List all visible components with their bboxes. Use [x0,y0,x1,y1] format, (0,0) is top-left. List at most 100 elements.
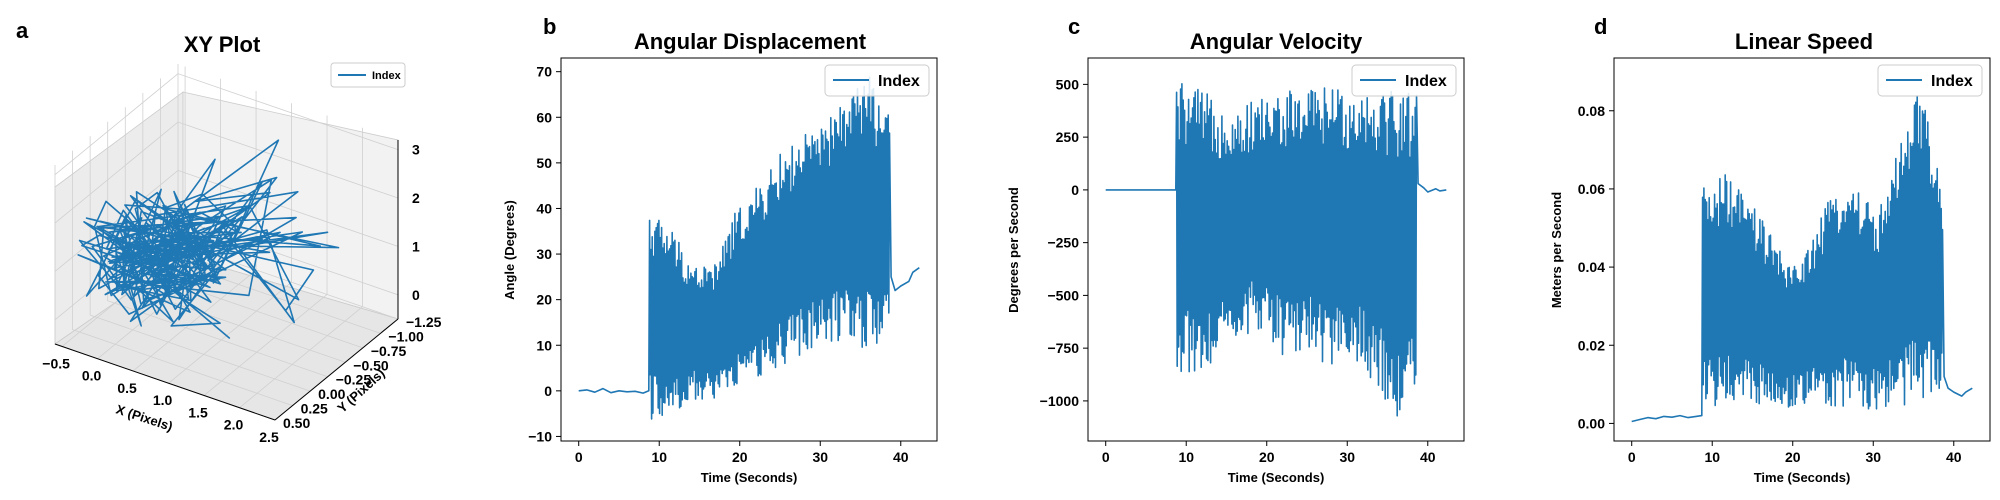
plot-area-d: 0 10 20 30 40 0.00 0.02 0.04 0.06 0.08 [1578,94,1973,465]
x-tick-label-a-3: 1.0 [153,392,173,408]
z-tick-label-a-1: 2 [412,190,420,206]
grid-y-2 [89,136,311,392]
series-line-a-path [77,139,340,339]
legend-d: Index [1877,64,1983,97]
series-line-c-index [1105,83,1447,417]
x-tick-label-c-2: 20 [1259,449,1275,465]
z-tick-label-a-0: 3 [412,142,420,158]
x-tick-label-a-1: 0.0 [82,368,102,384]
plot-area-b: 0 10 20 30 40 −10 0 10 20 30 40 50 60 70 [528,64,920,465]
series-line-a-index [77,139,340,339]
y-tick-label-b-5: 40 [536,200,552,216]
grid-y-1 [72,150,293,406]
x-tick-label-a-2: 0.5 [117,380,137,396]
x-tick-label-b-4: 40 [893,449,909,465]
x-tick-label-d-3: 30 [1865,449,1881,465]
y-tick-label-d-4: 0.08 [1578,103,1605,119]
y-axis-line-a [274,318,399,421]
x-axis-label-d: Time (Seconds) [1754,470,1851,485]
y-tick-label-b-4: 30 [536,246,552,262]
y-axis-label-c: Degrees per Second [1006,187,1021,313]
legend-box-b [824,64,930,97]
x-tick-label-a-6: 2.5 [259,429,279,445]
y-tick-label-d-2: 0.04 [1578,259,1605,275]
y-tick-label-c-6: 500 [1056,76,1080,92]
legend-c: Index [1351,64,1457,97]
x-tick-label-b-2: 20 [732,449,748,465]
y-tick-label-b-3: 20 [536,292,552,308]
plot-area-c: 0 10 20 30 40 −1000 −750 −500 −250 0 250 500 [1040,76,1447,465]
grid-z-0 [54,73,399,175]
x-tick-label-b-0: 0 [575,449,583,465]
y-tick-label-b-0: −10 [528,428,552,444]
x-axis-line-a [54,343,276,421]
y-tick-label-c-1: −750 [1047,340,1079,356]
legend-b: Index [824,64,930,97]
legend-label-d: Index [1931,73,1973,90]
y-tick-label-c-4: 0 [1071,182,1079,198]
x-tick-label-d-4: 40 [1946,449,1962,465]
y-tick-label-b-2: 10 [536,337,552,353]
x-axis-label-b: Time (Seconds) [701,470,798,485]
legend-box-a [330,62,406,88]
y-tick-label-a-1: 0.25 [301,401,328,417]
chart-title-d: Linear Speed [1735,29,1873,54]
z-tick-label-a-2: 1 [412,238,420,254]
panel-b: b Angular Displacement 0 10 20 30 40 −10 0 10 20… [502,14,938,485]
z-tick-label-a-3: 0 [412,287,420,303]
y-tick-label-a-7: −1.25 [406,314,442,330]
y-tick-label-b-7: 60 [536,109,552,125]
y-tick-label-b-8: 70 [536,64,552,80]
legend-a: Index [330,62,406,88]
x-tick-label-a-4: 1.5 [188,404,208,420]
x-axis-label-c: Time (Seconds) [1228,470,1325,485]
x-tick-label-c-0: 0 [1102,449,1110,465]
legend-label-b: Index [878,73,920,90]
grid-y-3 [107,121,328,378]
axes-frame-b [560,57,938,442]
panel-letter-a: a [16,18,29,43]
ticks-3d: −0.50.00.51.01.52.02.50.500.250.00−0.25−… [42,142,441,445]
y-tick-label-c-0: −1000 [1040,393,1080,409]
panel-letter-d: d [1594,14,1607,39]
y-tick-label-a-3: −0.25 [336,372,372,388]
panel-letter-b: b [543,14,556,39]
x-tick-label-a-5: 2.0 [224,417,244,433]
y-tick-label-c-5: 250 [1056,129,1080,145]
panel-c: c Angular Velocity 0 10 20 30 40 −1000 −750 −50… [1006,14,1465,485]
y-tick-label-a-2: 0.00 [318,386,345,402]
y-tick-label-d-0: 0.00 [1578,415,1605,431]
y-tick-label-a-5: −0.75 [371,343,407,359]
y-tick-label-d-1: 0.02 [1578,337,1605,353]
y-tick-label-b-6: 50 [536,155,552,171]
panel-a: a XY Plot −0.5 0.0 0.5 1.0 1.5 2.0 2.50.500.25… [16,18,442,445]
x-tick-label-b-3: 30 [812,449,828,465]
y-axis-label-d: Meters per Second [1549,192,1564,308]
panel-letter-c: c [1068,14,1080,39]
chart-title-c: Angular Velocity [1190,29,1363,54]
x-tick-label-d-2: 20 [1785,449,1801,465]
chart-title-a: XY Plot [184,32,261,57]
x-tick-label-c-1: 10 [1178,449,1194,465]
x-tick-label-d-0: 0 [1628,449,1636,465]
x-tick-label-c-4: 40 [1420,449,1436,465]
series-line-d-index [1631,94,1973,423]
axes-frame-d [1613,57,1991,442]
y-tick-label-a-4: −0.50 [353,357,389,373]
panel-d: d Linear Speed 0 10 20 30 40 0.00 0.02 0.04 0.06… [1549,14,1991,485]
grid-z-1 [54,121,399,224]
legend-box-d [1877,64,1983,97]
y-tick-label-d-3: 0.06 [1578,181,1605,197]
series-line-b-index [578,76,920,420]
y-tick-label-a-0: 0.50 [283,415,310,431]
x-tick-label-a-0: −0.5 [42,355,70,371]
y-tick-label-b-1: 0 [544,383,552,399]
legend-label-a: Index [372,70,402,82]
y-tick-label-c-2: −500 [1047,287,1079,303]
y-tick-label-a-6: −1.00 [388,328,424,344]
legend-label-c: Index [1405,73,1447,90]
x-tick-label-c-3: 30 [1339,449,1355,465]
chart-title-b: Angular Displacement [634,29,867,54]
legend-box-c [1351,64,1457,97]
